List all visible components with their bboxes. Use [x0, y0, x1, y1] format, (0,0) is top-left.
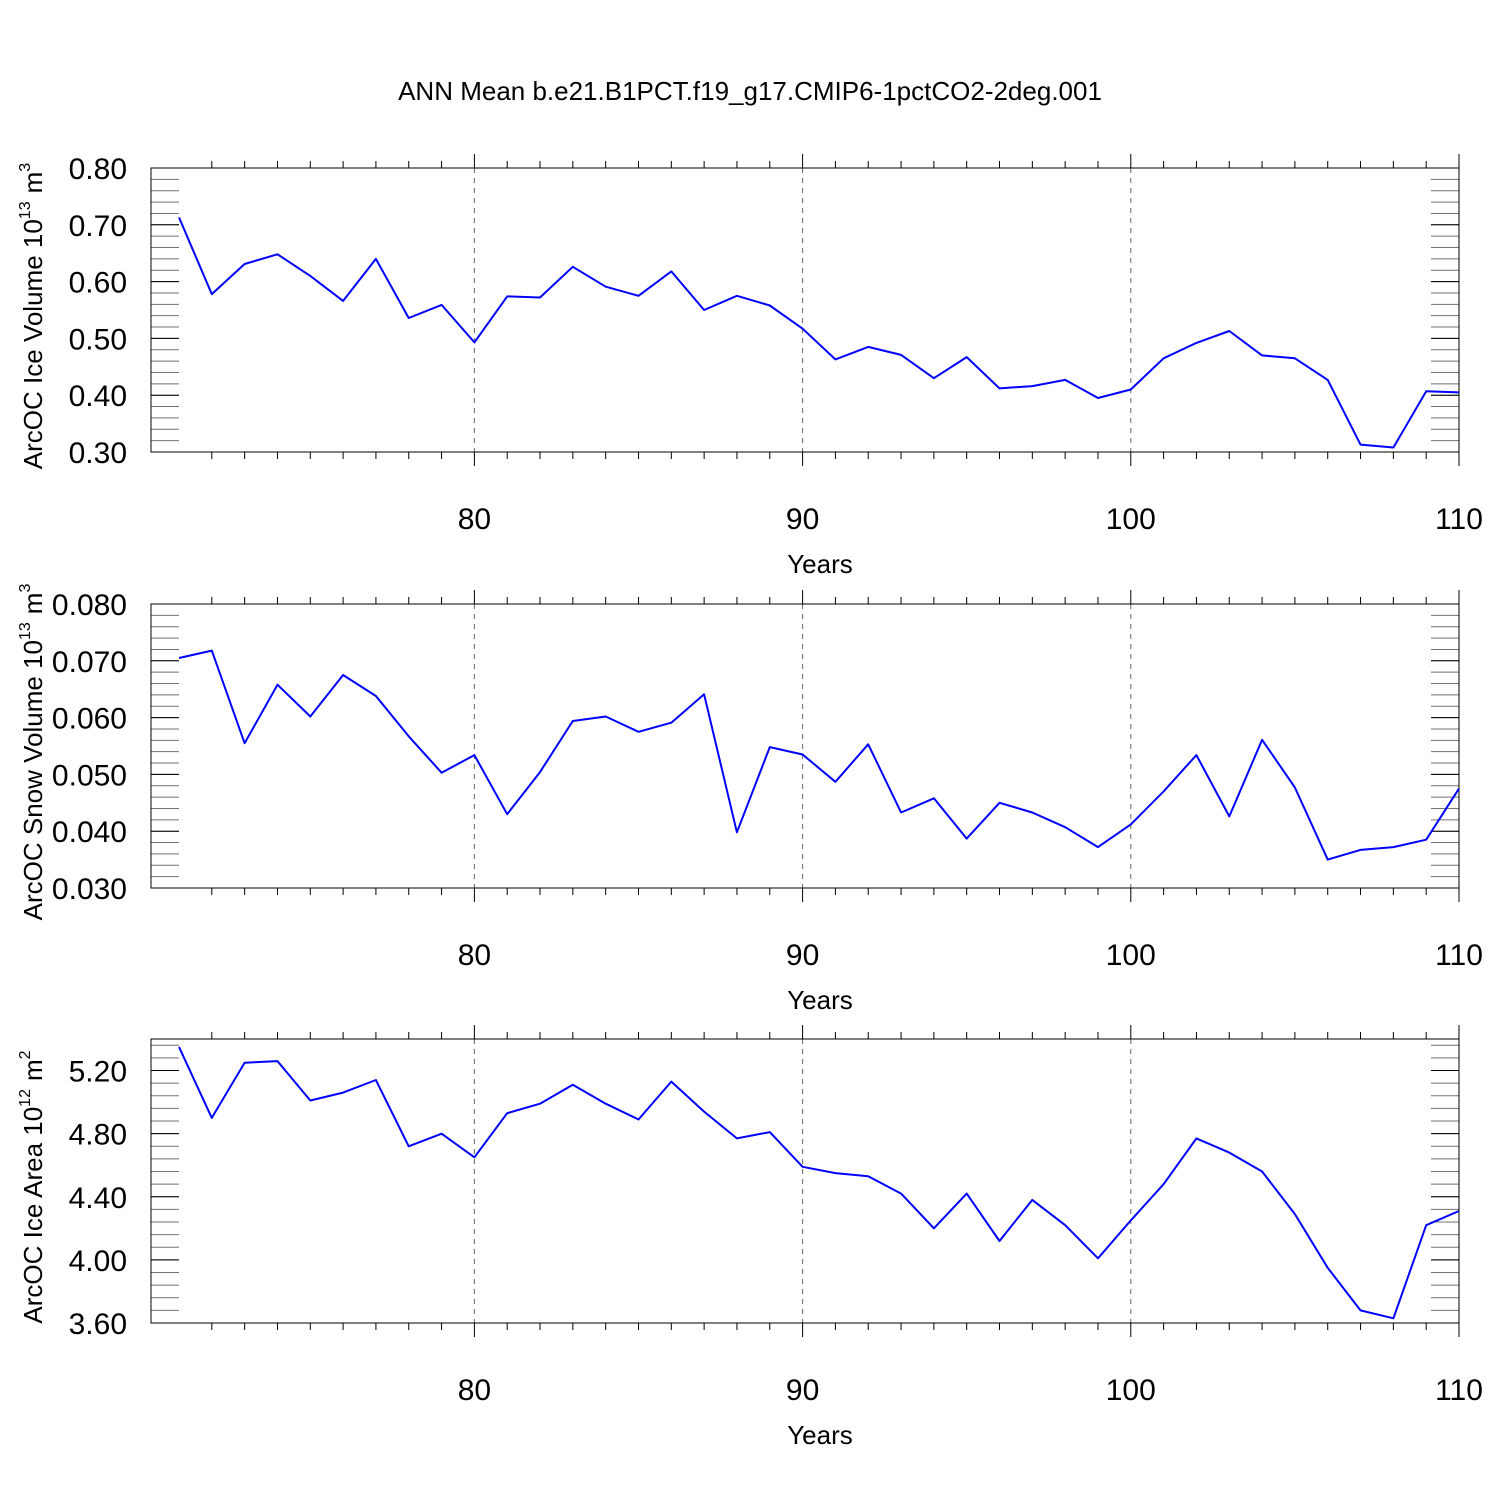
- y-axis-title-unit: m: [18, 593, 48, 615]
- y-axis-title-unit-exponent: 3: [17, 163, 34, 172]
- x-tick-label: 90: [786, 1374, 819, 1407]
- y-axis-title-unit-exponent: 3: [17, 584, 34, 593]
- plot-frame: [150, 1038, 1460, 1324]
- y-tick-label: 4.40: [69, 1182, 127, 1215]
- y-axis-title-exponent: 13: [17, 622, 34, 640]
- snow-volume-panel: 0.030 0.040 0.050 0.060 0.070 0.080 80 90 100 110…: [17, 584, 1483, 1015]
- x-tick-label: 100: [1106, 939, 1156, 972]
- y-axis-title-main: ArcOC Snow Volume 10: [18, 640, 48, 920]
- y-tick-label: 3.60: [69, 1308, 127, 1341]
- y-axis-title-unit-exponent: 2: [17, 1050, 34, 1059]
- y-axis-title-exponent: 13: [17, 201, 34, 219]
- x-tick-label: 80: [458, 503, 491, 536]
- y-tick-label: 4.00: [69, 1245, 127, 1278]
- ice-volume-panel: 0.30 0.40 0.50 0.60 0.70 0.80 80 90 100 110 Years A…: [17, 153, 1483, 579]
- x-tick-label: 80: [458, 1374, 491, 1407]
- plot-frame: [150, 167, 1460, 453]
- y-tick-label: 0.60: [69, 267, 127, 300]
- x-tick-label: 90: [786, 939, 819, 972]
- y-tick-label: 0.50: [69, 323, 127, 356]
- x-axis-title: Years: [787, 985, 853, 1015]
- y-axis-title-main: ArcOC Ice Volume 10: [18, 219, 48, 469]
- chart-title: ANN Mean b.e21.B1PCT.f19_g17.CMIP6-1pctC…: [398, 76, 1102, 106]
- x-tick-label: 110: [1435, 939, 1483, 972]
- y-tick-label: 5.20: [69, 1056, 127, 1089]
- y-tick-label: 0.40: [69, 380, 127, 413]
- y-tick-label: 0.080: [52, 589, 127, 622]
- x-tick-label: 90: [786, 503, 819, 536]
- y-axis-title-main: ArcOC Ice Area 10: [18, 1107, 48, 1324]
- plot-frame: [150, 603, 1460, 889]
- x-tick-label: 110: [1435, 503, 1483, 536]
- x-tick-label: 100: [1106, 503, 1156, 536]
- series-line: [178, 217, 1460, 449]
- series-line: [178, 1046, 1460, 1320]
- series-line: [178, 649, 1460, 861]
- y-axis-title: ArcOC Snow Volume 1013 m3: [17, 584, 48, 921]
- y-tick-label: 4.80: [69, 1119, 127, 1152]
- y-axis-title-unit: m: [18, 1059, 48, 1081]
- y-tick-label: 0.060: [52, 703, 127, 736]
- y-tick-label: 0.30: [69, 437, 127, 470]
- y-tick-label: 0.80: [69, 153, 127, 186]
- x-axis-title: Years: [787, 549, 853, 579]
- ice-area-panel: 3.60 4.00 4.40 4.80 5.20 80 90 100 110 Years ArcOC…: [17, 1025, 1483, 1450]
- y-tick-label: 0.050: [52, 759, 127, 792]
- y-axis-title: ArcOC Ice Volume 1013 m3: [17, 163, 48, 469]
- x-tick-label: 110: [1435, 1374, 1483, 1407]
- x-axis-title: Years: [787, 1420, 853, 1450]
- y-tick-label: 0.70: [69, 210, 127, 243]
- y-tick-label: 0.070: [52, 646, 127, 679]
- y-axis-title-exponent: 12: [17, 1089, 34, 1107]
- y-tick-label: 0.030: [52, 873, 127, 906]
- y-axis-title-unit: m: [18, 172, 48, 194]
- y-tick-label: 0.040: [52, 816, 127, 849]
- x-tick-label: 80: [458, 939, 491, 972]
- x-tick-label: 100: [1106, 1374, 1156, 1407]
- y-axis-title: ArcOC Ice Area 1012 m2: [17, 1050, 48, 1323]
